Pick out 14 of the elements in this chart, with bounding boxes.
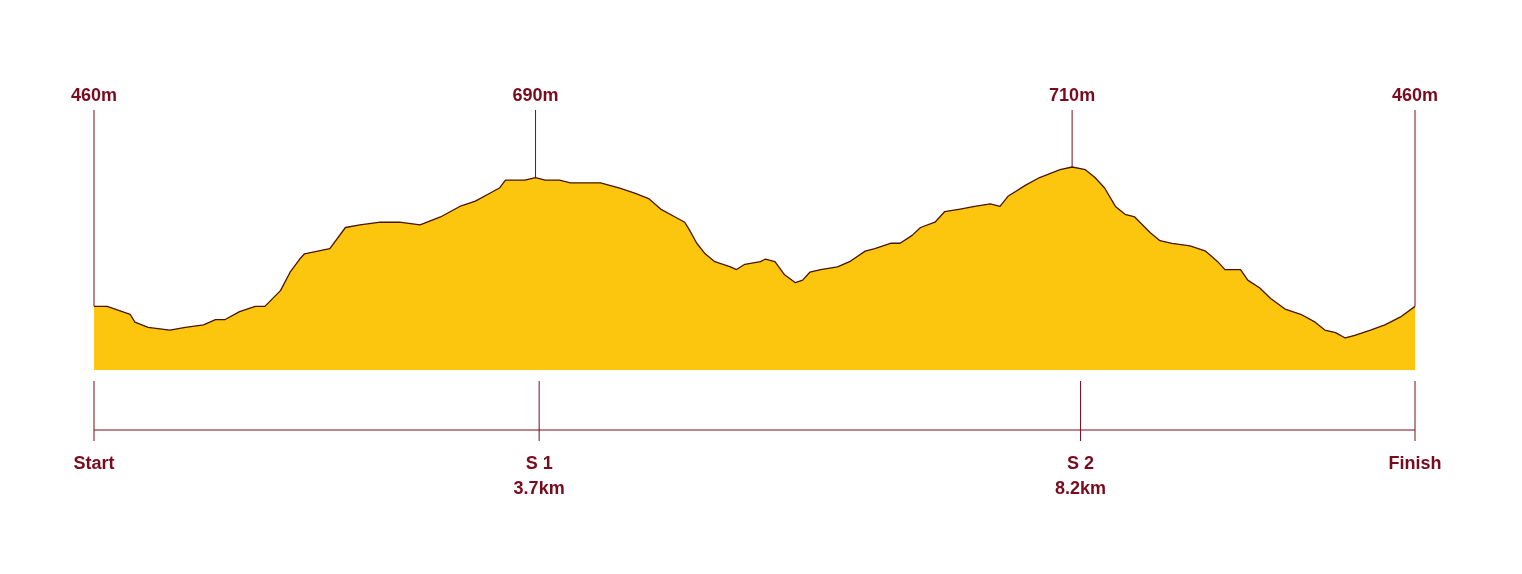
x-tick-label: 3.7km xyxy=(513,478,565,498)
callout-pointer: 460m xyxy=(71,85,117,307)
callout-pointer: 690m xyxy=(512,85,559,178)
annotation: 460m xyxy=(1391,85,1439,105)
annotation: 460m xyxy=(70,85,118,105)
annotation: 710m xyxy=(1049,85,1096,105)
annotation: 690m xyxy=(512,85,559,105)
callout-pointer: 460m xyxy=(1392,85,1438,307)
callout-pointer: 710m xyxy=(1049,85,1096,168)
x-tick-label: 8.2km xyxy=(1055,478,1107,498)
text: S 2 xyxy=(1067,453,1095,473)
text: Start xyxy=(73,453,115,473)
text: Finish xyxy=(1388,453,1442,473)
text: S 1 xyxy=(525,453,553,473)
